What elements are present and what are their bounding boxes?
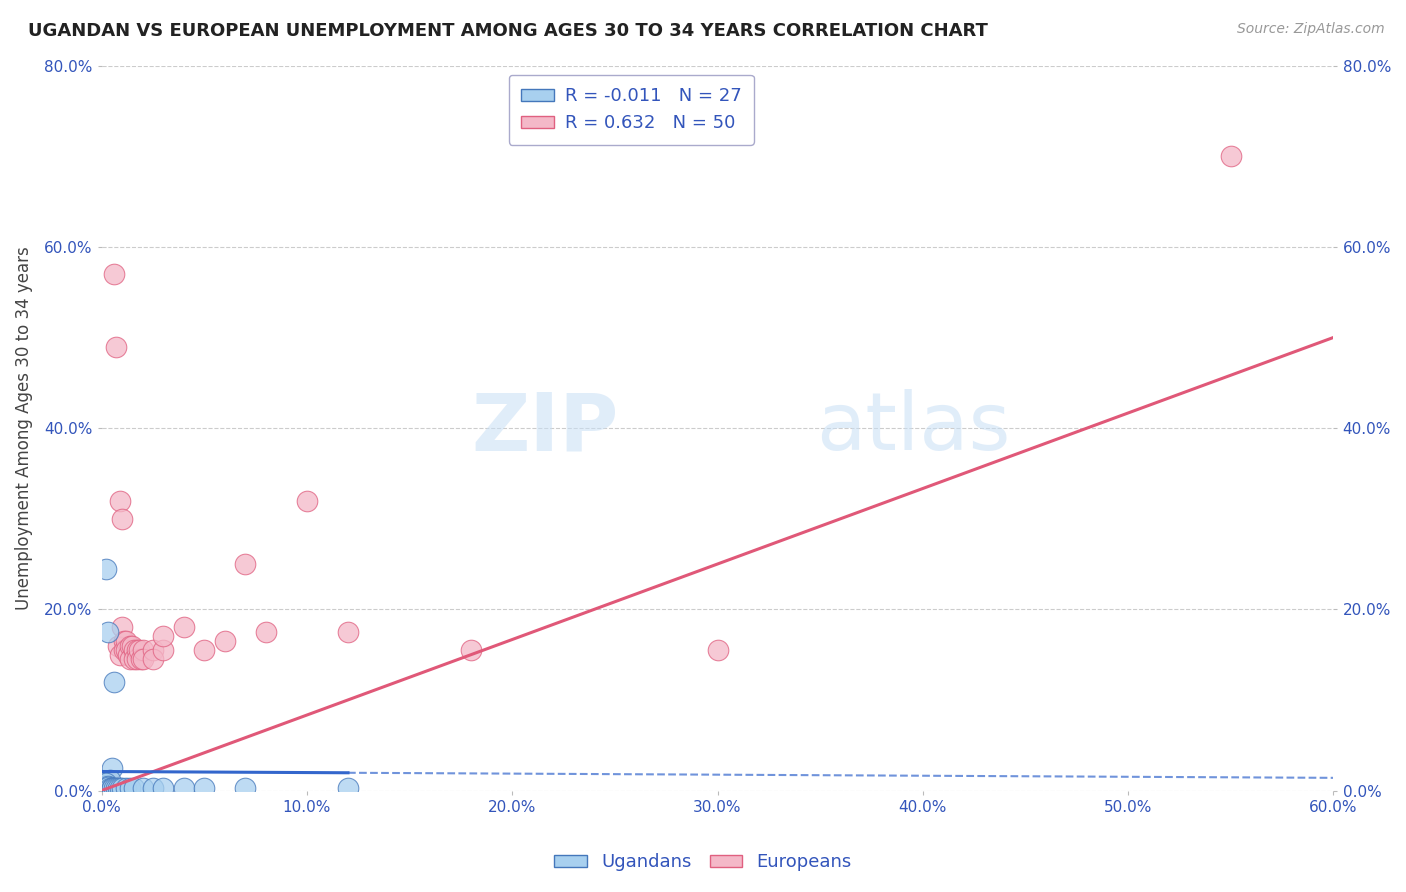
Point [152, 780, 174, 795]
Point [142, 652, 165, 666]
Point [101, 780, 124, 795]
Text: ZIP: ZIP [472, 389, 619, 467]
Point [97, 780, 120, 794]
Point [124, 780, 146, 795]
Point [117, 648, 139, 662]
Point [120, 639, 142, 653]
Point [105, 339, 128, 353]
Point [108, 780, 131, 795]
Point [108, 648, 131, 662]
Point [115, 643, 138, 657]
Point [120, 780, 142, 795]
Point [124, 643, 146, 657]
Point [235, 557, 257, 571]
Point [103, 780, 125, 795]
Point [97, 780, 120, 795]
Text: Source: ZipAtlas.com: Source: ZipAtlas.com [1237, 22, 1385, 37]
Text: UGANDAN VS EUROPEAN UNEMPLOYMENT AMONG AGES 30 TO 34 YEARS CORRELATION CHART: UGANDAN VS EUROPEAN UNEMPLOYMENT AMONG A… [28, 22, 988, 40]
Point [98, 780, 121, 795]
Point [111, 511, 134, 525]
Point [214, 634, 236, 648]
Point [103, 267, 125, 281]
Point [125, 643, 148, 657]
Point [121, 639, 143, 653]
Point [94, 561, 117, 575]
Point [101, 780, 124, 795]
Point [120, 652, 142, 666]
Point [173, 780, 195, 795]
Point [101, 761, 124, 775]
Point [107, 780, 129, 795]
Point [125, 652, 148, 666]
Point [115, 780, 138, 795]
Point [193, 780, 215, 795]
Point [103, 674, 125, 689]
Point [115, 634, 138, 648]
Point [131, 780, 153, 795]
Point [94, 780, 117, 795]
Point [131, 643, 153, 657]
Point [98, 776, 121, 790]
Point [107, 639, 129, 653]
Point [111, 620, 134, 634]
Point [93, 779, 115, 793]
Point [112, 634, 135, 648]
Point [97, 779, 120, 793]
Point [101, 780, 124, 795]
Point [112, 643, 135, 657]
Point [460, 643, 482, 657]
Point [93, 780, 115, 795]
Point [128, 643, 150, 657]
Text: atlas: atlas [815, 389, 1011, 467]
Point [254, 624, 277, 639]
Point [295, 493, 318, 508]
Legend: Ugandans, Europeans: Ugandans, Europeans [547, 847, 859, 879]
Point [1219, 149, 1241, 163]
Y-axis label: Unemployment Among Ages 30 to 34 years: Unemployment Among Ages 30 to 34 years [15, 246, 32, 610]
Point [131, 652, 153, 666]
Point [129, 652, 152, 666]
Point [105, 780, 128, 795]
Point [235, 780, 257, 795]
Point [98, 772, 121, 787]
Point [193, 643, 215, 657]
Point [103, 780, 125, 795]
Point [337, 624, 360, 639]
Legend: R = -0.011   N = 27, R = 0.632   N = 50: R = -0.011 N = 27, R = 0.632 N = 50 [509, 75, 754, 145]
Point [152, 630, 174, 644]
Point [152, 643, 174, 657]
Point [337, 780, 360, 795]
Point [111, 780, 134, 795]
Point [97, 780, 120, 795]
Point [142, 643, 165, 657]
Point [94, 780, 117, 795]
Point [108, 493, 131, 508]
Point [105, 780, 128, 795]
Point [142, 780, 165, 795]
Point [94, 776, 117, 790]
Point [97, 624, 120, 639]
Point [98, 780, 121, 795]
Point [101, 780, 124, 795]
Point [124, 652, 146, 666]
Point [706, 643, 728, 657]
Point [98, 780, 121, 795]
Point [101, 779, 124, 793]
Point [173, 620, 195, 634]
